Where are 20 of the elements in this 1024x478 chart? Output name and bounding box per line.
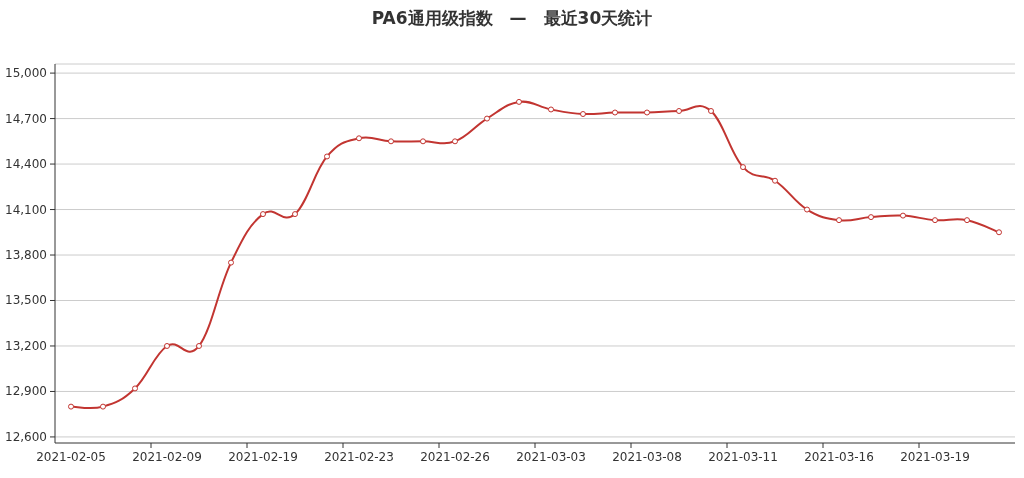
y-tick-label: 14,700	[5, 111, 47, 126]
y-tick-label: 14,100	[5, 202, 47, 217]
x-tick-label: 2021-02-26	[420, 450, 490, 464]
y-tick-label: 15,000	[5, 66, 47, 81]
chart-title: PA6通用级指数 — 最近30天统计	[371, 8, 653, 28]
x-tick-label: 2021-02-09	[132, 450, 202, 464]
x-tick-label: 2021-03-08	[612, 450, 682, 464]
y-tick-label: 13,800	[5, 248, 47, 263]
x-tick-label: 2021-03-19	[900, 450, 970, 464]
x-tick-label: 2021-02-05	[36, 450, 106, 464]
x-tick-label: 2021-02-23	[324, 450, 394, 464]
y-tick-label: 14,400	[5, 157, 47, 172]
x-tick-label: 2021-03-03	[516, 450, 586, 464]
y-tick-label: 13,500	[5, 293, 47, 308]
x-tick-label: 2021-02-19	[228, 450, 298, 464]
x-tick-label: 2021-03-16	[804, 450, 874, 464]
y-tick-label: 12,900	[5, 384, 47, 399]
y-tick-label: 13,200	[5, 338, 47, 353]
y-tick-label: 12,600	[5, 429, 47, 444]
x-tick-label: 2021-03-11	[708, 450, 778, 464]
